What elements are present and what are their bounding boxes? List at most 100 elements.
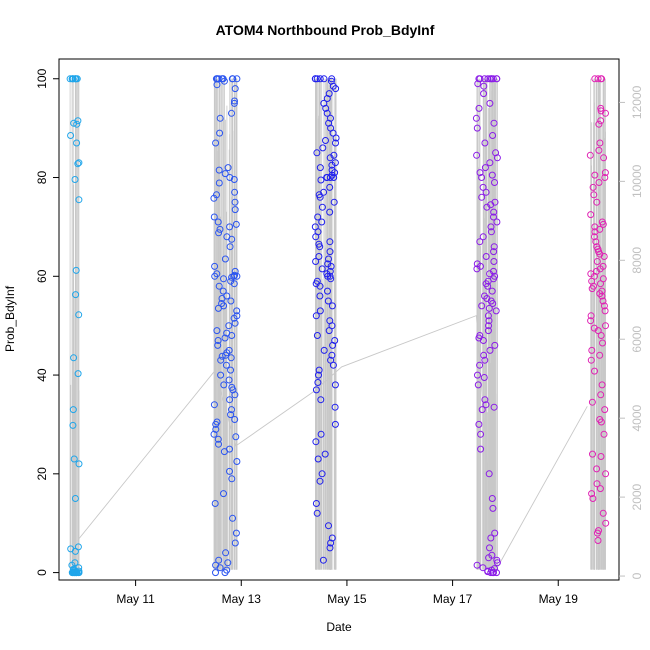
data-point [326, 208, 334, 216]
data-point [221, 334, 229, 342]
data-point [484, 312, 492, 320]
data-point [480, 351, 488, 359]
data-point [476, 169, 484, 177]
right-y-tick-label: 8000 [630, 247, 644, 274]
data-point [212, 420, 220, 428]
data-point [221, 170, 229, 178]
data-point [487, 534, 495, 542]
data-point [231, 85, 239, 93]
data-point [228, 332, 236, 339]
data-point [214, 337, 222, 344]
data-point [474, 371, 481, 379]
data-point [478, 406, 486, 414]
data-point [489, 504, 497, 512]
x-tick-label: May 15 [327, 592, 367, 606]
right-y-tick-label: 10000 [630, 164, 644, 198]
data-point [593, 480, 601, 488]
data-point [231, 416, 239, 423]
data-point [322, 104, 330, 112]
data-point [597, 418, 605, 426]
data-point [222, 549, 230, 557]
data-point [595, 120, 603, 128]
data-point [228, 406, 235, 414]
data-point [227, 366, 235, 374]
data-point [597, 391, 605, 399]
data-point [593, 198, 601, 206]
data-point [325, 255, 332, 263]
data-point [230, 176, 238, 183]
data-point [602, 470, 610, 478]
data-point [321, 450, 329, 458]
data-point [587, 211, 595, 219]
data-point [593, 465, 601, 473]
data-point [602, 519, 610, 527]
data-point [600, 302, 608, 310]
data-point [475, 104, 483, 112]
data-point [479, 337, 487, 344]
data-point [325, 327, 333, 335]
data-point [314, 455, 322, 463]
data-point [312, 312, 320, 320]
data-point [586, 151, 594, 159]
data-point [588, 398, 596, 406]
data-point [589, 450, 596, 458]
data-point [493, 569, 500, 577]
data-point [601, 307, 609, 315]
data-point [322, 137, 329, 144]
data-point [226, 223, 234, 231]
data-point [480, 82, 488, 90]
data-point [215, 179, 223, 187]
data-point [316, 243, 324, 251]
data-point [328, 351, 336, 359]
data-point [484, 282, 492, 290]
data-point [481, 356, 489, 364]
data-point [312, 233, 320, 241]
right-y-tick-label: 0 [630, 572, 644, 579]
data-point [601, 169, 609, 177]
data-point [592, 238, 600, 246]
right-y-tick-label: 4000 [630, 405, 644, 432]
data-point [232, 433, 240, 441]
data-point [224, 559, 232, 567]
data-point [594, 537, 602, 544]
data-point [220, 490, 227, 498]
data-point [231, 319, 239, 327]
data-point [484, 327, 492, 335]
data-point [312, 258, 320, 265]
data-point [478, 302, 486, 310]
data-point [213, 327, 221, 335]
data-point [479, 183, 487, 191]
data-point [215, 229, 223, 237]
data-point [329, 129, 337, 137]
data-point [227, 297, 235, 305]
data-point [588, 490, 596, 498]
data-point [326, 183, 334, 191]
data-point [597, 332, 605, 339]
data-point [601, 174, 609, 181]
data-point [594, 327, 602, 335]
data-point [314, 379, 322, 386]
data-point [211, 262, 219, 270]
right-y-axis: 0 2000 4000 6000 8000 10000 12000 [619, 85, 644, 579]
y-tick-label: 100 [35, 68, 49, 88]
data-point [216, 129, 224, 137]
data-point [319, 144, 327, 152]
data-point [210, 430, 218, 438]
data-point [332, 134, 340, 142]
data-point [596, 351, 604, 359]
chart-title: ATOM4 Northbound Prob_BdyInf [216, 22, 435, 38]
data-point [479, 233, 487, 241]
data-point [328, 302, 336, 310]
data-point [231, 198, 239, 206]
data-point [231, 206, 239, 214]
data-point [316, 164, 324, 172]
data-point [230, 314, 238, 322]
data-point [215, 440, 222, 448]
right-y-tick-label: 6000 [630, 326, 644, 353]
data-point [228, 235, 236, 243]
data-point [213, 81, 221, 89]
data-point [74, 160, 82, 168]
data-point [473, 265, 481, 273]
data-point [490, 569, 497, 577]
data-point [486, 159, 494, 167]
